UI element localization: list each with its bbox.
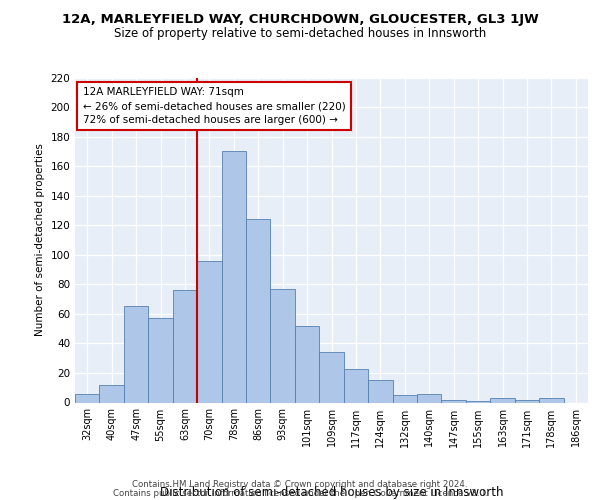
Text: Contains public sector information licensed under the Open Government Licence v3: Contains public sector information licen… <box>113 488 487 498</box>
Bar <box>368 380 392 402</box>
Bar <box>124 306 148 402</box>
Bar <box>490 398 515 402</box>
Text: 12A MARLEYFIELD WAY: 71sqm
← 26% of semi-detached houses are smaller (220)
72% o: 12A MARLEYFIELD WAY: 71sqm ← 26% of semi… <box>83 87 346 125</box>
Bar <box>271 289 295 403</box>
Bar <box>344 368 368 402</box>
Bar <box>197 260 221 402</box>
Bar <box>392 395 417 402</box>
Text: 12A, MARLEYFIELD WAY, CHURCHDOWN, GLOUCESTER, GL3 1JW: 12A, MARLEYFIELD WAY, CHURCHDOWN, GLOUCE… <box>62 12 538 26</box>
Text: Size of property relative to semi-detached houses in Innsworth: Size of property relative to semi-detach… <box>114 28 486 40</box>
Bar <box>221 152 246 402</box>
Bar <box>295 326 319 402</box>
Bar <box>246 220 271 402</box>
Bar <box>173 290 197 403</box>
Bar <box>148 318 173 402</box>
Text: Contains HM Land Registry data © Crown copyright and database right 2024.: Contains HM Land Registry data © Crown c… <box>132 480 468 489</box>
X-axis label: Distribution of semi-detached houses by size in Innsworth: Distribution of semi-detached houses by … <box>160 486 503 498</box>
Bar <box>466 401 490 402</box>
Bar <box>100 385 124 402</box>
Bar <box>515 400 539 402</box>
Bar <box>319 352 344 403</box>
Bar <box>417 394 442 402</box>
Bar <box>442 400 466 402</box>
Bar <box>539 398 563 402</box>
Bar <box>75 394 100 402</box>
Y-axis label: Number of semi-detached properties: Number of semi-detached properties <box>35 144 45 336</box>
